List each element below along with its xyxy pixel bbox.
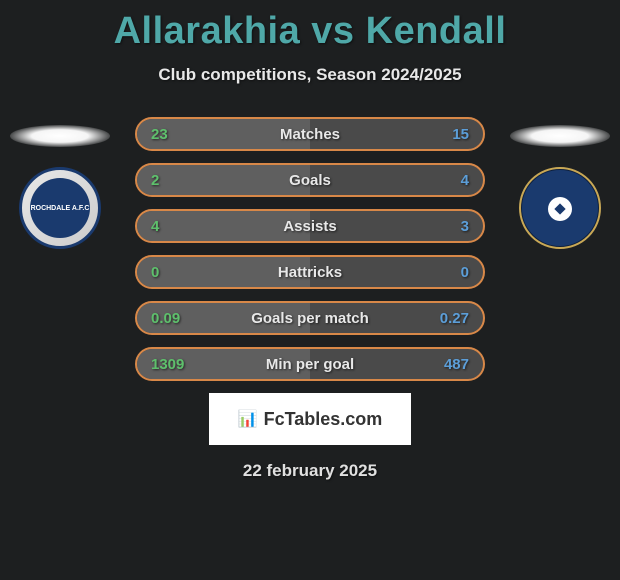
stat-right-value: 0.27 xyxy=(440,310,469,327)
stat-row: 4 Assists 3 xyxy=(135,209,485,243)
stat-row: 23 Matches 15 xyxy=(135,117,485,151)
stat-left-value: 23 xyxy=(151,126,168,143)
page-title: Allarakhia vs Kendall xyxy=(0,0,620,53)
stat-row: 0.09 Goals per match 0.27 xyxy=(135,301,485,335)
chart-icon: 📊 xyxy=(238,409,258,429)
stat-left-value: 0.09 xyxy=(151,310,180,327)
stats-container: 23 Matches 15 2 Goals 4 4 Assists 3 0 Ha… xyxy=(135,117,485,381)
ellipse-shadow-right xyxy=(510,125,610,147)
stat-label: Matches xyxy=(280,126,340,143)
ellipse-shadow-left xyxy=(10,125,110,147)
stat-left-value: 4 xyxy=(151,218,159,235)
stat-right-value: 0 xyxy=(461,264,469,281)
stat-right-value: 4 xyxy=(461,172,469,189)
stat-label: Assists xyxy=(283,218,336,235)
footer-logo-text: FcTables.com xyxy=(264,409,383,430)
stat-row: 2 Goals 4 xyxy=(135,163,485,197)
stat-left-value: 1309 xyxy=(151,356,184,373)
stat-right-value: 487 xyxy=(444,356,469,373)
team-left-badge: ROCHDALE A.F.C xyxy=(10,117,110,237)
soccer-ball-icon xyxy=(548,197,572,221)
team-left-crest: ROCHDALE A.F.C xyxy=(19,167,101,249)
team-right-crest xyxy=(519,167,601,249)
stat-label: Goals per match xyxy=(251,310,369,327)
stat-label: Hattricks xyxy=(278,264,342,281)
stat-left-value: 2 xyxy=(151,172,159,189)
stat-label: Min per goal xyxy=(266,356,354,373)
stat-right-value: 15 xyxy=(452,126,469,143)
stat-right-value: 3 xyxy=(461,218,469,235)
footer-logo: 📊 FcTables.com xyxy=(209,393,411,445)
content-area: ROCHDALE A.F.C 23 Matches 15 2 Goals 4 4… xyxy=(0,117,620,381)
stat-row: 0 Hattricks 0 xyxy=(135,255,485,289)
team-right-badge xyxy=(510,117,610,237)
page-subtitle: Club competitions, Season 2024/2025 xyxy=(0,65,620,85)
stat-label: Goals xyxy=(289,172,331,189)
crest-left-inner: ROCHDALE A.F.C xyxy=(30,178,90,238)
stat-left-value: 0 xyxy=(151,264,159,281)
footer-date: 22 february 2025 xyxy=(0,461,620,481)
stat-row: 1309 Min per goal 487 xyxy=(135,347,485,381)
